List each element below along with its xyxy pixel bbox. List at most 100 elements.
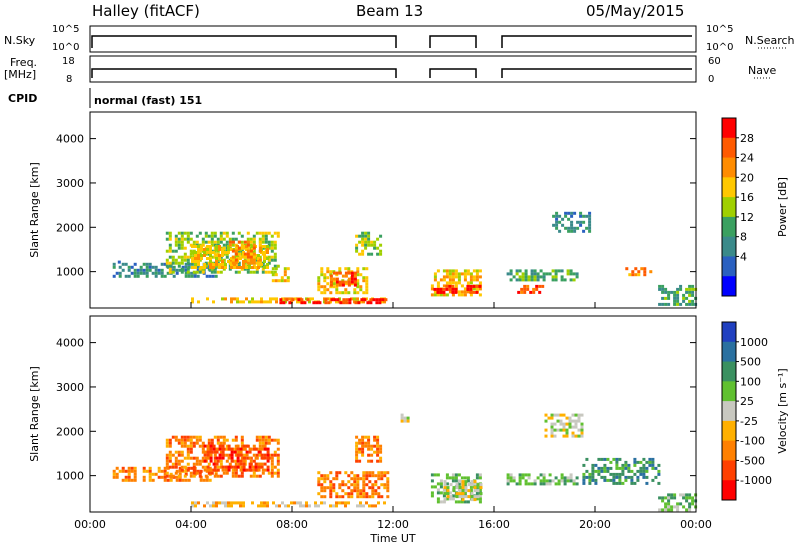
data-cell: [206, 297, 209, 301]
data-cell: [227, 260, 230, 263]
data-cell: [177, 246, 181, 250]
data-cell: [575, 476, 579, 480]
data-cell: [572, 278, 576, 282]
data-cell: [252, 243, 256, 247]
data-cell: [359, 501, 362, 505]
data-cell: [658, 508, 662, 512]
data-cell: [373, 438, 377, 442]
data-cell: [203, 263, 206, 266]
data-cell: [371, 486, 375, 490]
data-cell: [117, 260, 121, 264]
data-cell: [673, 496, 677, 500]
data-cell: [168, 243, 172, 247]
data-cell: [270, 459, 274, 463]
data-cell: [285, 298, 289, 302]
data-cell: [685, 287, 689, 291]
data-cell: [367, 459, 371, 463]
data-cell: [266, 251, 269, 254]
data-cell: [174, 459, 178, 463]
data-cell: [463, 275, 467, 279]
data-cell: [430, 284, 434, 288]
data-cell: [255, 270, 259, 274]
data-cell: [691, 290, 695, 294]
data-cell: [218, 263, 221, 266]
data-cell: [192, 456, 196, 460]
data-cell: [195, 459, 199, 463]
data-cell: [249, 459, 253, 463]
data-cell: [625, 267, 629, 271]
data-cell: [369, 301, 373, 305]
data-cell: [209, 254, 212, 257]
data-cell: [530, 272, 534, 276]
data-cell: [242, 465, 246, 469]
data-cell: [558, 220, 562, 224]
data-cell: [454, 269, 458, 273]
data-cell: [446, 492, 450, 496]
data-cell: [230, 453, 234, 457]
data-cell: [201, 447, 205, 451]
data-cell: [637, 270, 641, 274]
data-cell: [371, 474, 375, 478]
data-cell: [266, 263, 269, 266]
data-cell: [344, 492, 348, 496]
data-cell: [231, 237, 235, 241]
data-cell: [221, 263, 224, 266]
data-cell: [165, 264, 169, 268]
data-cell: [329, 270, 333, 274]
data-cell: [221, 453, 225, 457]
data-cell: [177, 231, 181, 235]
data-cell: [248, 266, 251, 269]
data-cell: [187, 478, 191, 482]
power-region-13: [506, 269, 579, 282]
data-cell: [219, 465, 223, 469]
data-cell: [458, 480, 462, 484]
data-cell: [315, 301, 319, 305]
data-cell: [282, 301, 286, 305]
data-cell: [178, 268, 182, 272]
data-cell: [216, 237, 220, 241]
colorbar-swatch: [722, 440, 736, 461]
data-cell: [443, 480, 447, 484]
data-cell: [178, 478, 182, 482]
data-cell: [335, 291, 339, 295]
data-cell: [187, 466, 191, 470]
data-cell: [219, 435, 223, 439]
data-cell: [400, 416, 404, 420]
velocity-ytick-label: 2000: [56, 425, 84, 438]
data-cell: [320, 291, 324, 295]
data-cell: [667, 502, 671, 506]
data-cell: [228, 243, 232, 247]
data-cell: [296, 501, 299, 505]
data-cell: [192, 471, 196, 475]
data-cell: [214, 472, 218, 476]
data-cell: [562, 425, 566, 429]
colorbar-swatch: [722, 322, 736, 343]
data-cell: [234, 270, 238, 274]
data-cell: [177, 441, 181, 445]
data-cell: [588, 214, 592, 218]
data-cell: [356, 486, 360, 490]
data-cell: [335, 271, 339, 275]
data-cell: [264, 441, 268, 445]
data-cell: [148, 475, 152, 479]
data-cell: [338, 291, 342, 295]
data-cell: [165, 249, 169, 253]
data-cell: [246, 270, 250, 274]
data-cell: [190, 274, 194, 278]
data-cell: [455, 483, 459, 487]
data-cell: [550, 422, 554, 426]
data-cell: [180, 444, 184, 448]
data-cell: [246, 255, 250, 259]
data-cell: [283, 273, 287, 277]
data-cell: [200, 257, 203, 260]
data-cell: [455, 486, 459, 490]
data-cell: [661, 496, 665, 500]
data-cell: [533, 275, 537, 279]
data-cell: [273, 471, 277, 475]
data-cell: [548, 482, 552, 486]
data-cell: [478, 287, 482, 291]
data-cell: [451, 479, 455, 483]
data-cell: [436, 500, 440, 504]
data-cell: [165, 441, 169, 445]
data-cell: [227, 245, 230, 248]
